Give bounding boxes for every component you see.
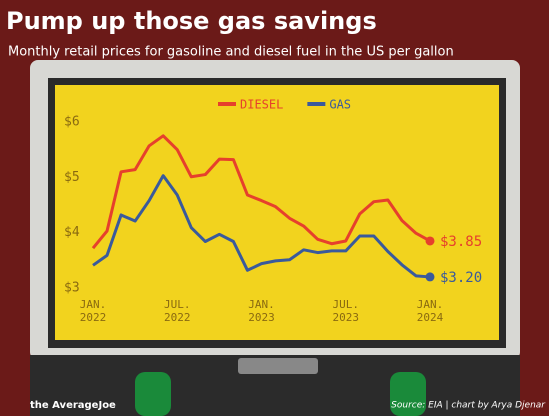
y-tick-label: $5 <box>64 170 80 185</box>
nozzle <box>135 372 171 416</box>
y-tick-label: $6 <box>64 115 80 130</box>
y-tick-label: $4 <box>64 225 80 240</box>
end-point <box>425 272 435 282</box>
legend-label: DIESEL <box>240 98 283 112</box>
screen <box>55 85 499 340</box>
value-label: $3.20 <box>440 270 482 286</box>
series-line <box>92 174 431 279</box>
series-line <box>91 134 431 250</box>
y-tick-label: $3 <box>64 281 80 296</box>
value-label: $3.85 <box>440 234 482 250</box>
x-tick-label: JUL. 2023 <box>332 298 360 324</box>
x-tick-label: JAN. 2024 <box>416 298 444 324</box>
pump-badge <box>238 358 318 374</box>
brand: the AverageJoe <box>30 400 116 411</box>
x-tick-label: JUL. 2022 <box>164 298 191 324</box>
chart-subtitle: Monthly retail prices for gasoline and d… <box>8 45 454 60</box>
x-tick-label: JAN. 2022 <box>79 298 107 324</box>
legend-label: GAS <box>329 98 351 112</box>
chart-title: Pump up those gas savings <box>6 7 377 35</box>
nozzle <box>390 372 426 416</box>
end-point <box>425 236 435 246</box>
x-tick-label: JAN. 2023 <box>248 298 275 324</box>
source: Source: EIA | chart by Arya Djenar <box>391 401 546 411</box>
